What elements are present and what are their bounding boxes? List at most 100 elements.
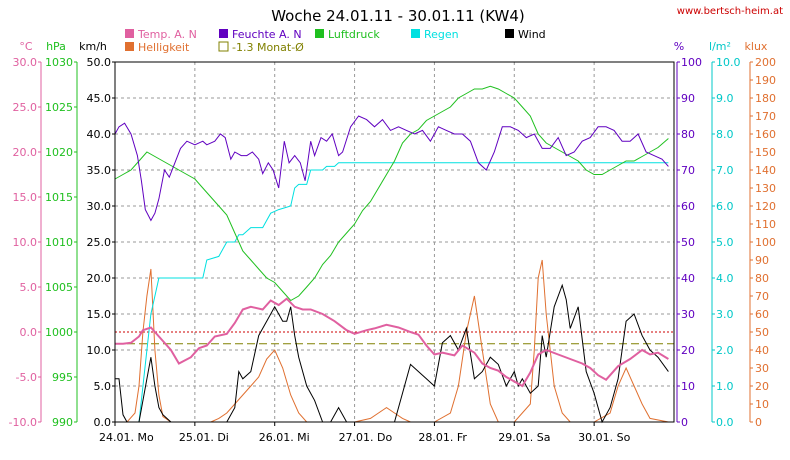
hum-tick-label: 70 bbox=[681, 164, 695, 177]
legend-swatch bbox=[218, 41, 229, 52]
lux-tick-label: 70 bbox=[755, 290, 769, 303]
legend-label: Regen bbox=[424, 28, 459, 41]
temp-tick-label: -10.0 bbox=[9, 416, 37, 429]
hum-tick-label: 20 bbox=[681, 344, 695, 357]
x-tick-label: 26.01. Mi bbox=[259, 431, 310, 444]
legend-swatch bbox=[505, 29, 514, 38]
lux-tick-label: 90 bbox=[755, 254, 769, 267]
lux-tick-label: 100 bbox=[755, 236, 776, 249]
temp-tick-label: 30.0 bbox=[13, 56, 38, 69]
legend-swatch bbox=[315, 29, 324, 38]
rain-unit-label: l/m² bbox=[709, 40, 731, 53]
series-lines bbox=[114, 85, 669, 424]
press-tick-label: 1025 bbox=[45, 101, 73, 114]
wind-tick-label: 10.0 bbox=[87, 344, 112, 357]
lux-tick-label: 200 bbox=[755, 56, 776, 69]
wind-tick-label: 50.0 bbox=[87, 56, 112, 69]
hum-tick-label: 50 bbox=[681, 236, 695, 249]
hum-tick-label: 90 bbox=[681, 92, 695, 105]
press-tick-label: 1020 bbox=[45, 146, 73, 159]
rain-tick-label: 4.0 bbox=[716, 272, 734, 285]
rain-tick-label: 5.0 bbox=[716, 236, 734, 249]
lux-tick-label: 40 bbox=[755, 344, 769, 357]
wind-tick-label: 0.0 bbox=[94, 416, 112, 429]
lux-tick-label: 190 bbox=[755, 74, 776, 87]
hum-tick-label: 30 bbox=[681, 308, 695, 321]
lux-tick-label: 180 bbox=[755, 92, 776, 105]
series-regen bbox=[115, 162, 669, 423]
hum-tick-label: 80 bbox=[681, 128, 695, 141]
rain-tick-label: 2.0 bbox=[716, 344, 734, 357]
rain-tick-label: 0.0 bbox=[716, 416, 734, 429]
lux-tick-label: 140 bbox=[755, 164, 776, 177]
legend-label: Wind bbox=[518, 28, 546, 41]
temp-tick-label: 25.0 bbox=[13, 101, 38, 114]
x-axis: 24.01. Mo 25.01. Di 26.01. Mi 27.01. Do 28.0… bbox=[99, 422, 631, 444]
lux-tick-label: 60 bbox=[755, 308, 769, 321]
legend-label: Helligkeit bbox=[138, 41, 190, 54]
hum-tick-label: 0 bbox=[681, 416, 688, 429]
rain-tick-label: 9.0 bbox=[716, 92, 734, 105]
lux-tick-label: 50 bbox=[755, 326, 769, 339]
legend-label: -1.3 Monat-Ø bbox=[232, 41, 304, 54]
legend-swatch bbox=[219, 29, 228, 38]
press-tick-label: 1010 bbox=[45, 236, 73, 249]
press-tick-label: 995 bbox=[52, 371, 73, 384]
rain-tick-label: 3.0 bbox=[716, 308, 734, 321]
wind-tick-label: 30.0 bbox=[87, 200, 112, 213]
rain-tick-label: 10.0 bbox=[716, 56, 741, 69]
wind-tick-label: 35.0 bbox=[87, 164, 112, 177]
press-tick-label: 1005 bbox=[45, 281, 73, 294]
left-axes: -10.0 -5.0 0.0 5.0 10.0 15.0 20.0 25.0 30.0 990 99… bbox=[9, 56, 116, 429]
wind-tick-label: 15.0 bbox=[87, 308, 112, 321]
hum-unit-label: % bbox=[674, 40, 684, 53]
temp-tick-label: 10.0 bbox=[13, 236, 38, 249]
lux-tick-label: 0 bbox=[755, 416, 762, 429]
lux-tick-label: 10 bbox=[755, 398, 769, 411]
temp-tick-label: -5.0 bbox=[16, 371, 37, 384]
hum-tick-label: 100 bbox=[681, 56, 702, 69]
lux-tick-label: 120 bbox=[755, 200, 776, 213]
rain-tick-label: 6.0 bbox=[716, 200, 734, 213]
lux-tick-label: 160 bbox=[755, 128, 776, 141]
legend-swatch bbox=[125, 42, 134, 51]
legend-swatch bbox=[411, 29, 420, 38]
temp-tick-label: 0.0 bbox=[20, 326, 38, 339]
rain-tick-label: 8.0 bbox=[716, 128, 734, 141]
press-tick-label: 1000 bbox=[45, 326, 73, 339]
wind-tick-label: 25.0 bbox=[87, 236, 112, 249]
wind-tick-label: 20.0 bbox=[87, 272, 112, 285]
legend-swatch bbox=[125, 29, 134, 38]
lux-tick-label: 20 bbox=[755, 380, 769, 393]
temp-tick-label: 5.0 bbox=[20, 281, 38, 294]
series-temp-a-n bbox=[115, 297, 669, 388]
lux-tick-label: 130 bbox=[755, 182, 776, 195]
rain-tick-label: 7.0 bbox=[716, 164, 734, 177]
press-tick-label: 1030 bbox=[45, 56, 73, 69]
lux-tick-label: 170 bbox=[755, 110, 776, 123]
lux-tick-label: 80 bbox=[755, 272, 769, 285]
press-unit-label: hPa bbox=[46, 40, 66, 53]
right-axes: 01020304050607080901000.01.02.03.04.05.0… bbox=[676, 56, 776, 429]
lux-tick-label: 110 bbox=[755, 218, 776, 231]
rain-tick-label: 1.0 bbox=[716, 380, 734, 393]
x-tick-label: 29.01. Sa bbox=[498, 431, 550, 444]
series-luftdruck bbox=[114, 85, 669, 302]
legend: Temp. A. N Feuchte A. N Luftdruck Regen Wind… bbox=[125, 28, 546, 54]
x-tick-label: 28.01. Fr bbox=[418, 431, 467, 444]
hum-tick-label: 10 bbox=[681, 380, 695, 393]
wind-tick-label: 40.0 bbox=[87, 128, 112, 141]
wind-tick-label: 45.0 bbox=[87, 92, 112, 105]
wind-unit-label: km/h bbox=[79, 40, 107, 53]
hum-tick-label: 60 bbox=[681, 200, 695, 213]
press-tick-label: 990 bbox=[52, 416, 73, 429]
temp-tick-label: 15.0 bbox=[13, 191, 38, 204]
press-tick-label: 1015 bbox=[45, 191, 73, 204]
lux-tick-label: 150 bbox=[755, 146, 776, 159]
lux-tick-label: 30 bbox=[755, 362, 769, 375]
hum-tick-label: 40 bbox=[681, 272, 695, 285]
x-tick-label: 25.01. Di bbox=[179, 431, 229, 444]
x-tick-label: 27.01. Do bbox=[339, 431, 393, 444]
source-label: www.bertsch-heim.at bbox=[677, 6, 783, 17]
grid bbox=[115, 62, 674, 422]
